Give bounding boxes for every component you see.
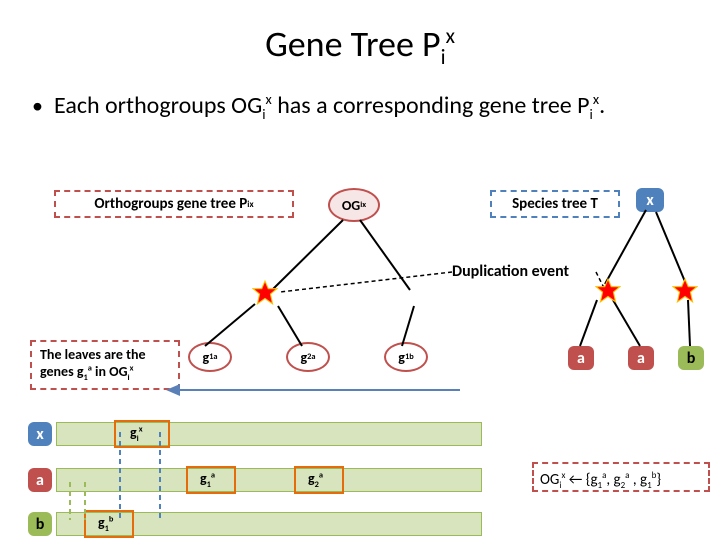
bullet-end: .: [599, 91, 605, 120]
species-leaf-a: a: [568, 346, 594, 370]
og-root-node: OGix: [328, 188, 380, 222]
species-tree-box: Species tree T: [490, 190, 620, 218]
orange-rect-b: [84, 510, 134, 538]
bar-x-label-text: x: [36, 425, 43, 444]
bar-a: [56, 468, 482, 492]
species-leaf-b: b: [678, 346, 704, 370]
orthogroups-box: Orthogroups gene tree Pix: [54, 190, 294, 218]
leaf-g1a-sup: a: [213, 352, 217, 362]
leaves-box-sup2: x: [130, 363, 134, 373]
ortho-box-text: Orthogroups gene tree P: [94, 195, 247, 213]
species-leaf-a2: a: [628, 346, 654, 370]
set-dashed-box: [532, 462, 710, 492]
leaves-box-sub2: i: [128, 373, 130, 383]
sp-a-text: a: [577, 349, 585, 368]
leaf-g2a: g2a: [286, 342, 330, 372]
bar-x-label: x: [28, 422, 52, 446]
sp-a2-text: a: [637, 349, 645, 368]
star-icon-3: [672, 278, 698, 304]
leaf-g1b-sup: b: [409, 352, 414, 362]
duplication-label: Duplication event: [452, 262, 569, 281]
star-icon-1: [252, 280, 278, 306]
bullet-dot: •: [32, 92, 43, 120]
sp-b-text: b: [687, 349, 696, 368]
bar-b-label: b: [28, 512, 52, 536]
orange-rect-a1: [186, 466, 236, 494]
bullet-mid: has a corresponding gene tree P: [272, 91, 590, 120]
leaf-g1b: g1b: [384, 342, 428, 372]
bullet-text: • Each orthogroups OGix has a correspond…: [54, 90, 674, 123]
bar-a-label-text: a: [36, 471, 44, 490]
dup-label-text: Duplication event: [452, 262, 569, 281]
leaf-g2a-g: g: [300, 349, 307, 366]
species-root-x: x: [636, 188, 664, 212]
leaf-g1a-g: g: [202, 349, 209, 366]
leaf-g1b-g: g: [398, 349, 405, 366]
bar-a-label: a: [28, 468, 52, 492]
leaves-box-text2: in OG: [92, 363, 128, 380]
orange-rect-x: [114, 420, 170, 448]
x-node-text: x: [646, 191, 653, 210]
og-root-sup: x: [362, 200, 366, 210]
connector-lines: [0, 0, 720, 540]
species-box-text: Species tree T: [512, 195, 598, 213]
og-root-text: OG: [342, 197, 360, 214]
leaf-g1a: g1a: [188, 342, 232, 372]
page-title: Gene Tree Pix: [0, 22, 720, 70]
leaves-box: The leaves are the genes g1a in OGix: [30, 340, 180, 390]
leaves-box-sub1: 1: [83, 373, 87, 383]
ortho-box-sup: x: [249, 199, 253, 210]
star-icon-2: [595, 278, 621, 304]
title-text: Gene Tree P: [265, 22, 441, 66]
leaf-g2a-sup: a: [311, 352, 315, 362]
bullet-pre: Each orthogroups OG: [54, 91, 262, 120]
orange-rect-a2: [294, 466, 344, 494]
bar-b-label-text: b: [36, 515, 45, 534]
title-sup: x: [446, 22, 455, 49]
